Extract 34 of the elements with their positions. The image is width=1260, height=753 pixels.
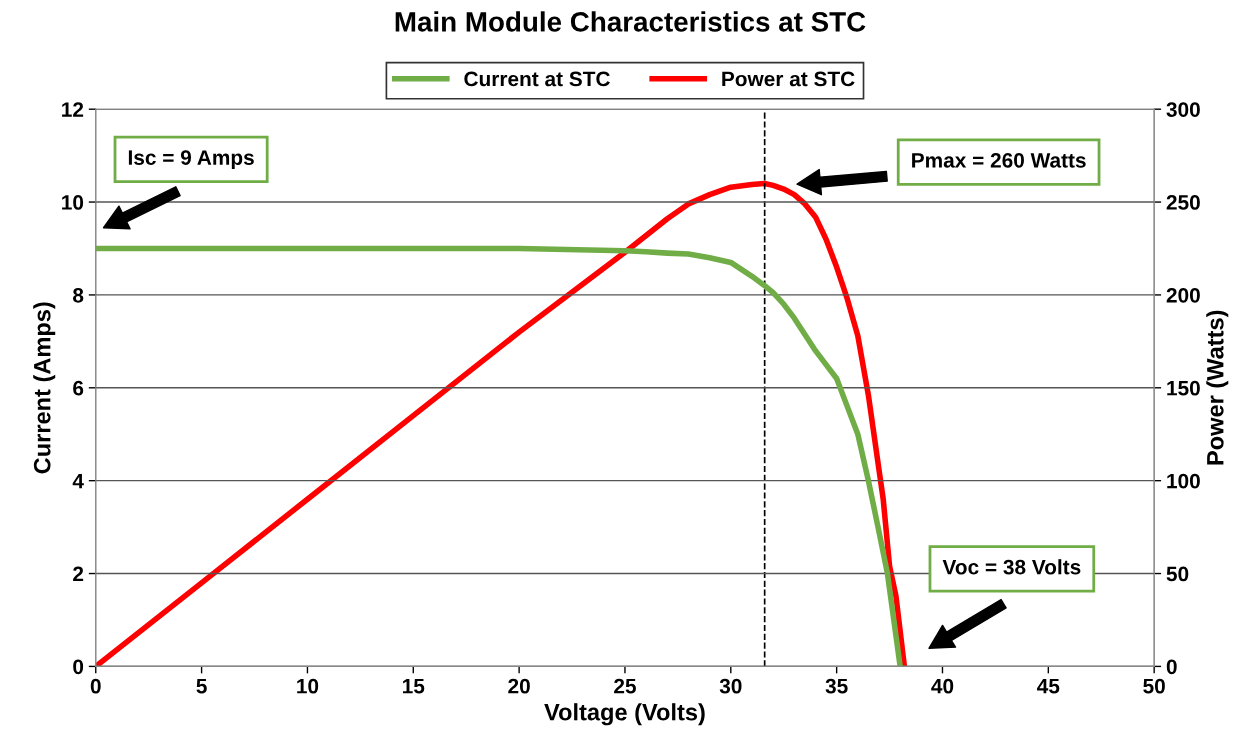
x-tick-label: 15	[403, 678, 425, 694]
x-tick-label: 30	[719, 678, 742, 694]
y2-tick-label: 200	[1166, 287, 1200, 303]
legend-label: Power at STC	[722, 71, 855, 87]
annotation: Voc = 38 Volts	[942, 559, 1081, 575]
x-tick-label: 20	[508, 678, 530, 694]
annotation: Pmax = 260 Watts	[912, 152, 1086, 168]
y-tick-label: 12	[62, 102, 84, 117]
x-tick-label: 5	[196, 678, 207, 694]
x-tick-label: 25	[614, 678, 636, 694]
y2-tick-label: 100	[1167, 473, 1200, 489]
x-axis-title: Voltage (Volts)	[544, 703, 705, 726]
x-tick-label: 45	[1037, 678, 1060, 694]
y-tick-label: 8	[73, 287, 84, 303]
y2-tick-label: 300	[1166, 102, 1200, 117]
y-axis-title: Current (Amps)	[33, 302, 56, 474]
y2-tick-label: 150	[1167, 380, 1200, 396]
x-tick-label: 50	[1143, 678, 1165, 694]
y-tick-label: 6	[73, 380, 84, 396]
x-tick-label: 10	[297, 678, 319, 694]
y2-tick-label: 0	[1166, 659, 1177, 675]
y2-tick-label: 250	[1166, 195, 1200, 210]
y-tick-label: 10	[62, 195, 84, 210]
y-tick-label: 0	[73, 659, 84, 675]
y-tick-label: 2	[73, 566, 84, 582]
x-tick-label: 40	[931, 678, 954, 694]
y-tick-label: 4	[72, 473, 84, 489]
annotation: Isc = 9 Amps	[128, 150, 254, 170]
y2-axis-title: Power (Watts)	[1206, 310, 1229, 465]
chart-title: Main Module Characteristics at STC	[395, 11, 866, 32]
x-tick-label: 35	[825, 678, 848, 694]
y2-tick-label: 50	[1166, 566, 1189, 582]
legend-label: Current at STC	[464, 71, 610, 87]
x-tick-label: 0	[90, 678, 101, 694]
